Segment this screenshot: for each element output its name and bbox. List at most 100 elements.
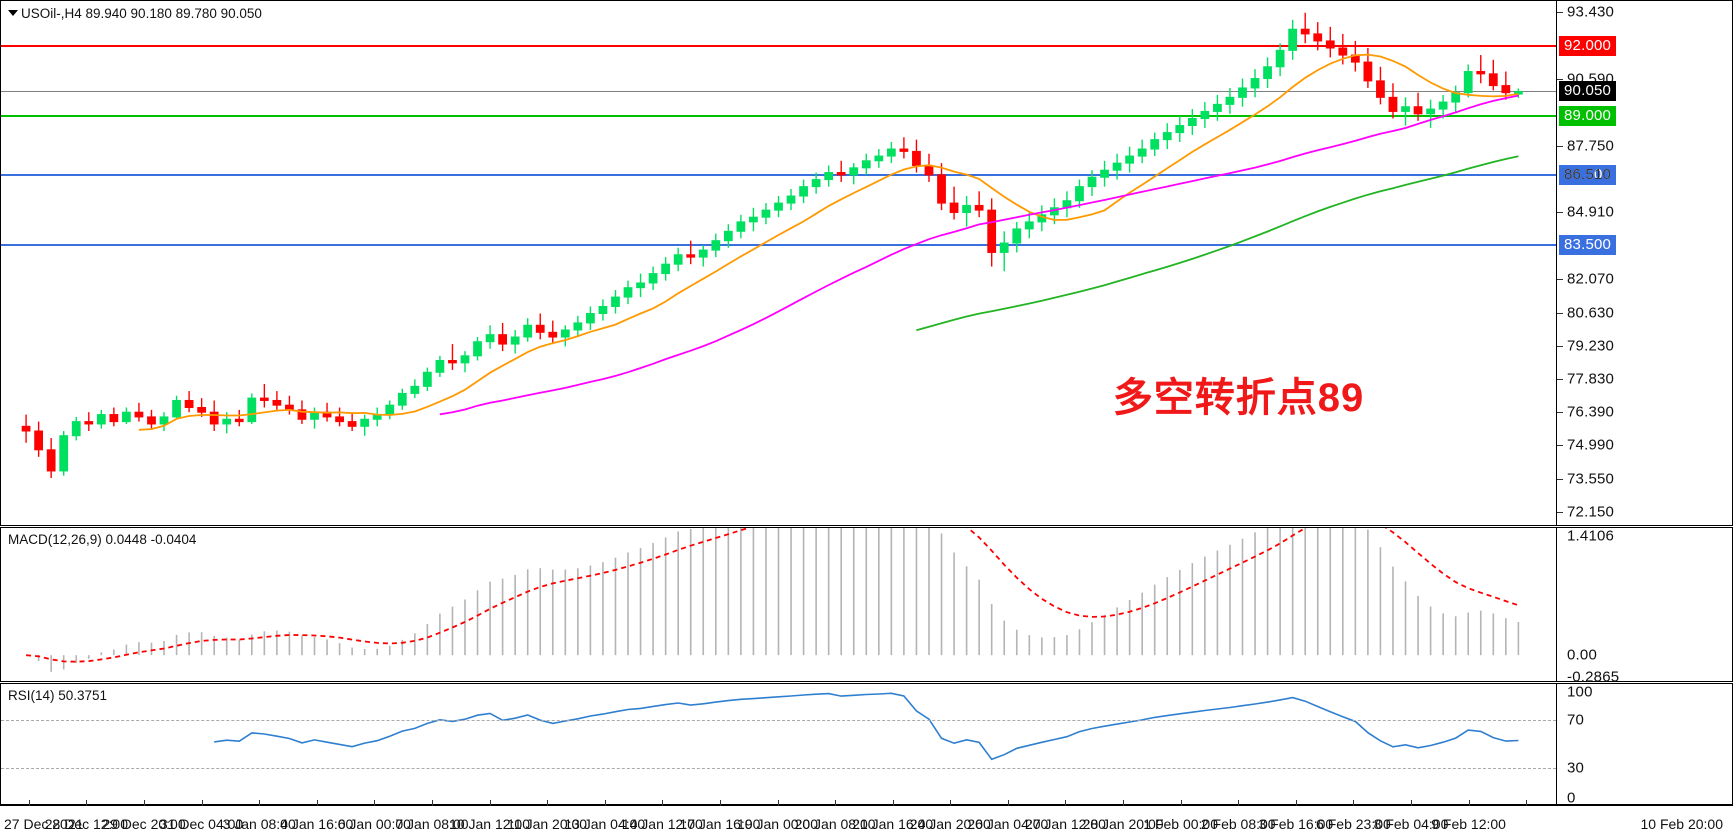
x-tick [1180, 800, 1182, 806]
hline-865[interactable] [1, 173, 1556, 176]
rsi-band-70 [1, 720, 1556, 722]
macd-header: MACD(12,26,9) 0.0448 -0.0404 [8, 532, 197, 547]
y-tick [1557, 345, 1563, 347]
time-axis-label: 31 Dec 04:00 [159, 816, 244, 832]
price-y-axis[interactable]: 93.430 90.590 87.750 84.910 82.070 80.630 79.2… [1556, 1, 1732, 525]
price-y-label: 79.230 [1567, 337, 1615, 355]
time-axis-label: 28 Jan 20:00 [1082, 816, 1164, 832]
x-tick [431, 800, 433, 806]
collapse-caret-icon[interactable] [8, 10, 18, 16]
rsi-plot-area[interactable] [1, 684, 1556, 804]
x-tick [719, 800, 721, 806]
price-y-label: 77.830 [1567, 370, 1615, 388]
hline-92[interactable] [1, 44, 1556, 47]
chart-annotation: 多空转折点89 [1112, 375, 1365, 420]
rsi-header: RSI(14) 50.3751 [8, 688, 108, 703]
x-tick [1123, 800, 1125, 806]
x-tick [86, 800, 88, 806]
time-axis-label: 8 Feb 04:00 [1373, 816, 1449, 832]
level-badge-865[interactable]: 86.500 [1559, 164, 1617, 185]
price-y-label: 87.750 [1567, 137, 1615, 154]
time-axis-label: 6 Feb 23:00 [1316, 816, 1391, 832]
x-tick [662, 800, 664, 806]
x-tick [604, 800, 606, 806]
level-badge-92[interactable]: 92.000 [1559, 35, 1617, 56]
x-tick [547, 800, 549, 806]
time-axis-label: 2 Feb 08:00 [1200, 816, 1276, 832]
price-panel[interactable]: 93.430 90.590 87.750 84.910 82.070 80.630 79.2… [0, 0, 1733, 526]
hline-last-price[interactable] [1, 90, 1556, 92]
time-axis-label: 6 Jan 00:00 [337, 816, 411, 832]
x-tick [892, 800, 894, 806]
x-tick [1065, 800, 1067, 806]
x-tick [1353, 800, 1355, 806]
hline-835[interactable] [1, 244, 1556, 247]
time-axis-label: 13 Jan 04:00 [564, 816, 646, 832]
x-tick [28, 800, 30, 806]
y-tick [1557, 479, 1563, 481]
macd-panel[interactable]: 1.4106 0.00 -0.2865 MACD(12,26,9) 0.0448 -… [0, 527, 1733, 686]
macd-y-axis[interactable]: 1.4106 0.00 -0.2865 [1556, 527, 1732, 686]
rsi-y-label: 0 [1567, 789, 1576, 807]
x-tick [489, 800, 491, 806]
time-axis-label: 17 Jan 16:00 [679, 816, 761, 832]
y-tick [1557, 212, 1563, 214]
rsi-panel[interactable]: 100 70 30 0 RSI(14) 50.3751 [0, 683, 1733, 807]
price-y-label: 84.910 [1567, 203, 1615, 221]
price-y-label: 76.390 [1567, 403, 1615, 421]
time-axis-label: 20 Jan 08:00 [794, 816, 876, 832]
time-axis[interactable]: 27 Dec 2021 28 Dec 12:00 29 Dec 20:00 31 De… [0, 800, 1733, 840]
level-badge-835[interactable]: 83.500 [1559, 235, 1617, 256]
price-y-label: 74.990 [1567, 436, 1615, 454]
time-axis-label: 4 Jan 16:00 [280, 816, 354, 832]
time-axis-label: 29 Dec 20:00 [102, 816, 186, 832]
macd-y-label: 1.4106 [1567, 527, 1615, 545]
last-price-badge[interactable]: 90.050 [1559, 81, 1617, 102]
y-tick [1557, 145, 1563, 147]
x-tick [835, 800, 837, 806]
rsi-series [214, 692, 1519, 761]
time-axis-label: 3 Feb 16:00 [1258, 816, 1334, 832]
rsi-y-label: 70 [1567, 711, 1585, 729]
x-tick [143, 800, 145, 806]
candlestick-series [21, 12, 1523, 479]
y-tick [1557, 512, 1563, 514]
x-tick [259, 800, 261, 806]
hline-89[interactable] [1, 115, 1556, 118]
y-tick [1557, 312, 1563, 314]
rsi-y-label: 100 [1567, 683, 1593, 701]
price-plot-area[interactable] [1, 1, 1556, 525]
macd-y-label: -0.2865 [1567, 668, 1620, 686]
symbol-header: USOil-,H4 89.940 90.180 89.780 90.050 [21, 6, 262, 21]
time-axis-label: 11 Jan 20:00 [507, 816, 588, 832]
price-y-label: 93.430 [1567, 3, 1615, 21]
y-tick [1557, 78, 1563, 80]
x-tick [1526, 800, 1528, 806]
time-axis-label: 27 Dec 2021 [4, 816, 84, 832]
level-badge-89[interactable]: 89.000 [1559, 106, 1617, 127]
rsi-y-axis[interactable]: 100 70 30 0 [1556, 683, 1732, 807]
y-tick [1557, 12, 1563, 14]
x-tick [1007, 800, 1009, 806]
time-axis-label: 10 Jan 12:00 [449, 816, 531, 832]
price-y-label: 72.150 [1567, 503, 1615, 521]
price-y-label: 73.550 [1567, 470, 1615, 488]
rsi-y-label: 30 [1567, 759, 1585, 777]
hidden-tick-86510[interactable]: 86.510 [1564, 165, 1612, 183]
time-axis-label: 27 Jan 12:00 [1024, 816, 1106, 832]
x-tick [1468, 800, 1470, 806]
x-tick [777, 800, 779, 806]
time-axis-label: 7 Jan 08:00 [395, 816, 469, 832]
time-axis-label: 26 Jan 04:00 [967, 816, 1049, 832]
x-tick [1295, 800, 1297, 806]
time-axis-label: 9 Feb 12:00 [1431, 816, 1506, 832]
x-tick [1238, 800, 1240, 806]
time-axis-label: 1 Feb 00:00 [1143, 816, 1219, 832]
time-axis-label: 10 Feb 20:00 [1640, 816, 1723, 832]
price-y-label: 82.070 [1567, 270, 1615, 288]
x-tick [316, 800, 318, 806]
macd-plot-area[interactable] [1, 528, 1556, 681]
time-axis-label: 28 Dec 12:00 [44, 816, 129, 832]
y-tick [1557, 278, 1563, 280]
